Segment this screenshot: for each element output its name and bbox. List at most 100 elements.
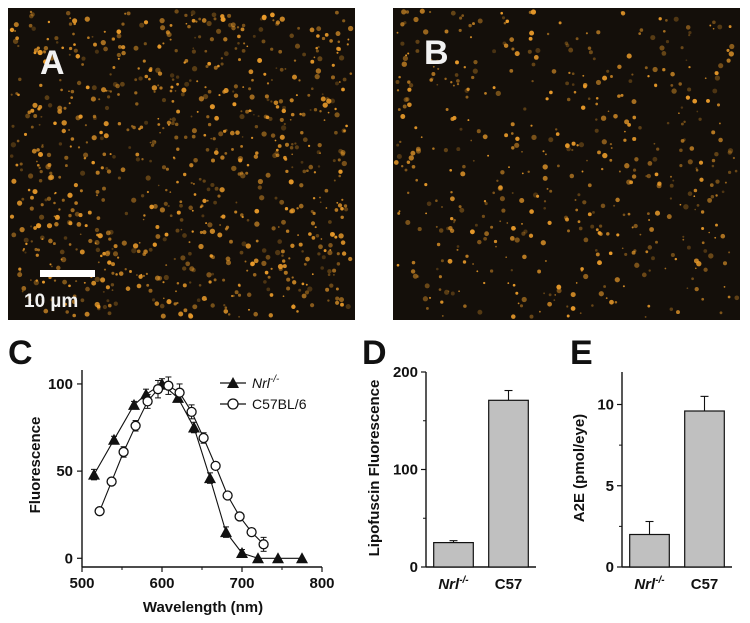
granule-dot	[456, 245, 460, 248]
granule-dot	[144, 74, 149, 79]
granule-dot	[57, 105, 63, 111]
granule-dot	[324, 188, 329, 193]
granule-dot	[279, 16, 285, 22]
granule-dot	[580, 105, 586, 110]
granule-dot	[336, 252, 340, 256]
granule-dot	[54, 191, 57, 194]
granule-dot	[106, 299, 110, 303]
granule-dot	[308, 164, 314, 170]
granule-dot	[568, 47, 574, 53]
granule-dot	[694, 267, 697, 270]
granule-dot	[638, 126, 642, 130]
granule-dot	[249, 94, 255, 100]
granule-dot	[270, 100, 273, 103]
granule-dot	[103, 121, 109, 127]
granule-dot	[288, 179, 294, 185]
granule-dot	[121, 22, 125, 26]
granule-dot	[265, 254, 271, 260]
granule-dot	[262, 16, 267, 21]
chart-e-ylabel: A2E (pmol/eye)	[571, 414, 588, 522]
granule-dot	[428, 296, 432, 299]
granule-dot	[91, 35, 94, 38]
granule-dot	[96, 304, 101, 309]
granule-dot	[162, 42, 165, 45]
granule-dot	[483, 236, 487, 241]
granule-dot	[483, 281, 486, 285]
granule-dot	[719, 311, 723, 315]
granule-dot	[175, 290, 177, 293]
granule-dot	[556, 288, 562, 294]
granule-dot	[314, 226, 317, 229]
granule-dot	[159, 86, 163, 90]
granule-dot	[624, 119, 630, 125]
granule-dot	[415, 49, 420, 53]
granule-dot	[726, 48, 730, 52]
granule-dot	[304, 290, 310, 295]
granule-dot	[594, 128, 599, 133]
granule-dot	[452, 221, 456, 224]
granule-dot	[241, 241, 247, 247]
granule-dot	[329, 98, 336, 104]
granule-dot	[40, 203, 44, 207]
granule-dot	[161, 165, 167, 170]
granule-dot	[447, 258, 453, 264]
granule-dot	[100, 39, 106, 46]
granule-dot	[305, 256, 310, 262]
granule-dot	[19, 270, 22, 273]
granule-dot	[39, 169, 43, 174]
granule-dot	[155, 234, 161, 239]
granule-dot	[59, 78, 62, 82]
granule-dot	[307, 93, 311, 97]
granule-dot	[148, 68, 153, 72]
granule-dot	[714, 151, 719, 157]
granule-dot	[162, 237, 167, 242]
granule-dot	[266, 287, 271, 292]
granule-dot	[302, 169, 307, 174]
granule-dot	[670, 252, 675, 258]
granule-dot	[153, 90, 156, 93]
granule-dot	[436, 267, 439, 271]
granule-dot	[68, 102, 71, 105]
granule-dot	[234, 290, 239, 295]
granule-dot	[328, 220, 332, 224]
granule-dot	[290, 243, 295, 248]
granule-dot	[41, 145, 44, 148]
granule-dot	[188, 205, 193, 211]
granule-dot	[546, 32, 550, 36]
granule-dot	[324, 33, 329, 37]
granule-dot	[519, 304, 524, 308]
granule-dot	[253, 258, 259, 264]
granule-dot	[169, 89, 173, 93]
granule-dot	[595, 97, 599, 100]
granule-dot	[109, 73, 112, 76]
granule-dot	[401, 9, 407, 15]
granule-dot	[169, 73, 175, 78]
granule-dot	[412, 273, 418, 279]
granule-dot	[603, 285, 607, 288]
granule-dot	[685, 59, 688, 62]
granule-dot	[246, 218, 250, 222]
granule-dot	[321, 255, 326, 260]
granule-dot	[565, 217, 569, 222]
granule-dot	[298, 79, 301, 82]
granule-dot	[403, 97, 409, 103]
granule-dot	[450, 196, 455, 202]
granule-dot	[336, 201, 339, 204]
granule-dot	[709, 183, 714, 187]
granule-dot	[473, 59, 478, 65]
granule-dot	[450, 10, 456, 16]
granule-dot	[279, 117, 284, 122]
granule-dot	[578, 226, 583, 231]
granule-dot	[501, 16, 506, 20]
granule-dot	[313, 56, 316, 59]
granule-dot	[98, 98, 101, 101]
granule-dot	[404, 168, 408, 172]
granule-dot	[278, 266, 283, 272]
granule-dot	[179, 203, 183, 208]
granule-dot	[204, 86, 207, 89]
granule-dot	[320, 238, 323, 240]
granule-dot	[36, 163, 40, 167]
granule-dot	[342, 77, 347, 82]
granule-dot	[118, 271, 124, 276]
granule-dot	[425, 212, 427, 215]
